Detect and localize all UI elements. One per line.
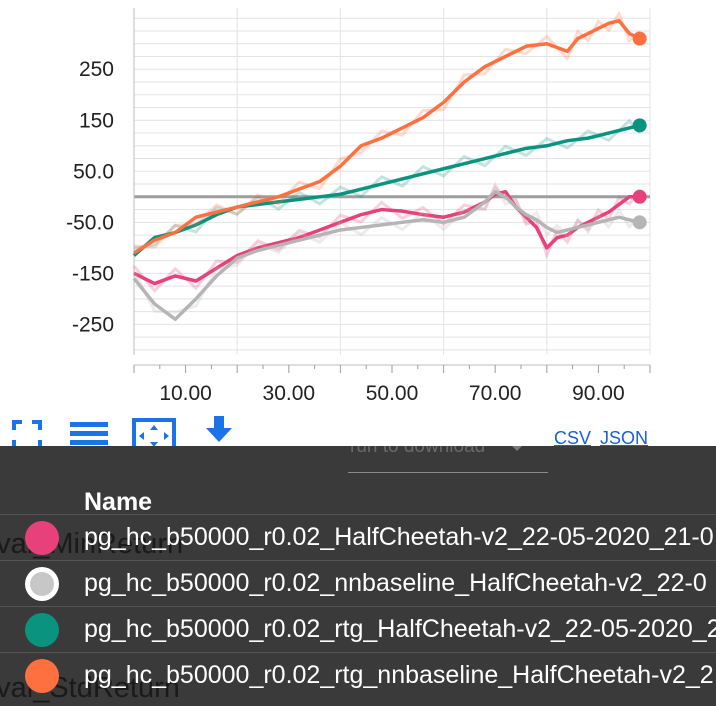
runs-legend-panel: eval_MinReturn eval_StdReturn run to dow…: [0, 446, 716, 706]
x-tick-label: 90.00: [572, 382, 625, 405]
series-end-marker: [632, 189, 647, 204]
x-tick-label: 70.00: [469, 382, 522, 405]
run-name: pg_hc_b50000_r0.02_rtg_nnbaseline_HalfCh…: [84, 661, 714, 689]
y-tick-label: 50.0: [73, 160, 114, 183]
run-name: pg_hc_b50000_r0.02_rtg_HalfCheetah-v2_22…: [84, 615, 716, 643]
y-tick-label: 250: [79, 58, 114, 81]
series-raw-line: [132, 181, 641, 314]
series-raw-line: [132, 184, 641, 293]
x-tick-label: 30.00: [263, 382, 316, 405]
series-end-marker: [632, 215, 647, 230]
y-tick-label: 150: [79, 109, 114, 132]
series-end-marker: [632, 118, 647, 133]
series-line: [132, 123, 641, 257]
series-line: [133, 19, 641, 255]
fullscreen-icon[interactable]: [12, 420, 42, 455]
series-end-marker: [632, 31, 647, 46]
series-color-dot: [25, 659, 59, 693]
legend-row[interactable]: pg_hc_b50000_r0.02_rtg_nnbaseline_HalfCh…: [0, 652, 716, 699]
run-name: pg_hc_b50000_r0.02_HalfCheetah-v2_22-05-…: [84, 523, 714, 551]
line-chart: 250 150 50.0 -50.0 -150 -250 10.00 30.00 50.00 7…: [66, 8, 651, 405]
json-link[interactable]: JSON: [600, 428, 649, 448]
x-tick-label: 50.00: [366, 382, 419, 405]
x-axis-ticks: 10.00 30.00 50.00 70.00 90.00: [159, 382, 624, 405]
y-tick-label: -250: [72, 313, 114, 336]
run-download-select[interactable]: run to download: [348, 446, 548, 473]
csv-link[interactable]: CSV: [554, 428, 592, 448]
series-color-dot: [25, 613, 59, 647]
series-line: [132, 189, 641, 322]
y-tick-label: -50.0: [66, 211, 114, 234]
legend-name-header: Name: [84, 488, 153, 516]
series-raw-line: [133, 10, 641, 249]
y-axis-ticks: 250 150 50.0 -50.0 -150 -250: [66, 58, 114, 336]
y-tick-label: -150: [72, 262, 114, 285]
run-download-placeholder: run to download: [350, 446, 486, 457]
x-tick-label: 10.00: [159, 382, 212, 405]
chevron-down-icon: [508, 446, 526, 451]
chart-axes: [133, 8, 651, 373]
series-color-dot: [25, 567, 59, 601]
run-name: pg_hc_b50000_r0.02_nnbaseline_HalfCheeta…: [84, 569, 707, 597]
legend-row[interactable]: pg_hc_b50000_r0.02_rtg_HalfCheetah-v2_22…: [0, 606, 716, 653]
chart-series: [132, 10, 647, 322]
series-color-dot: [25, 521, 59, 555]
legend-row[interactable]: pg_hc_b50000_r0.02_HalfCheetah-v2_22-05-…: [0, 514, 716, 561]
legend-row[interactable]: pg_hc_b50000_r0.02_nnbaseline_HalfCheeta…: [0, 560, 716, 607]
